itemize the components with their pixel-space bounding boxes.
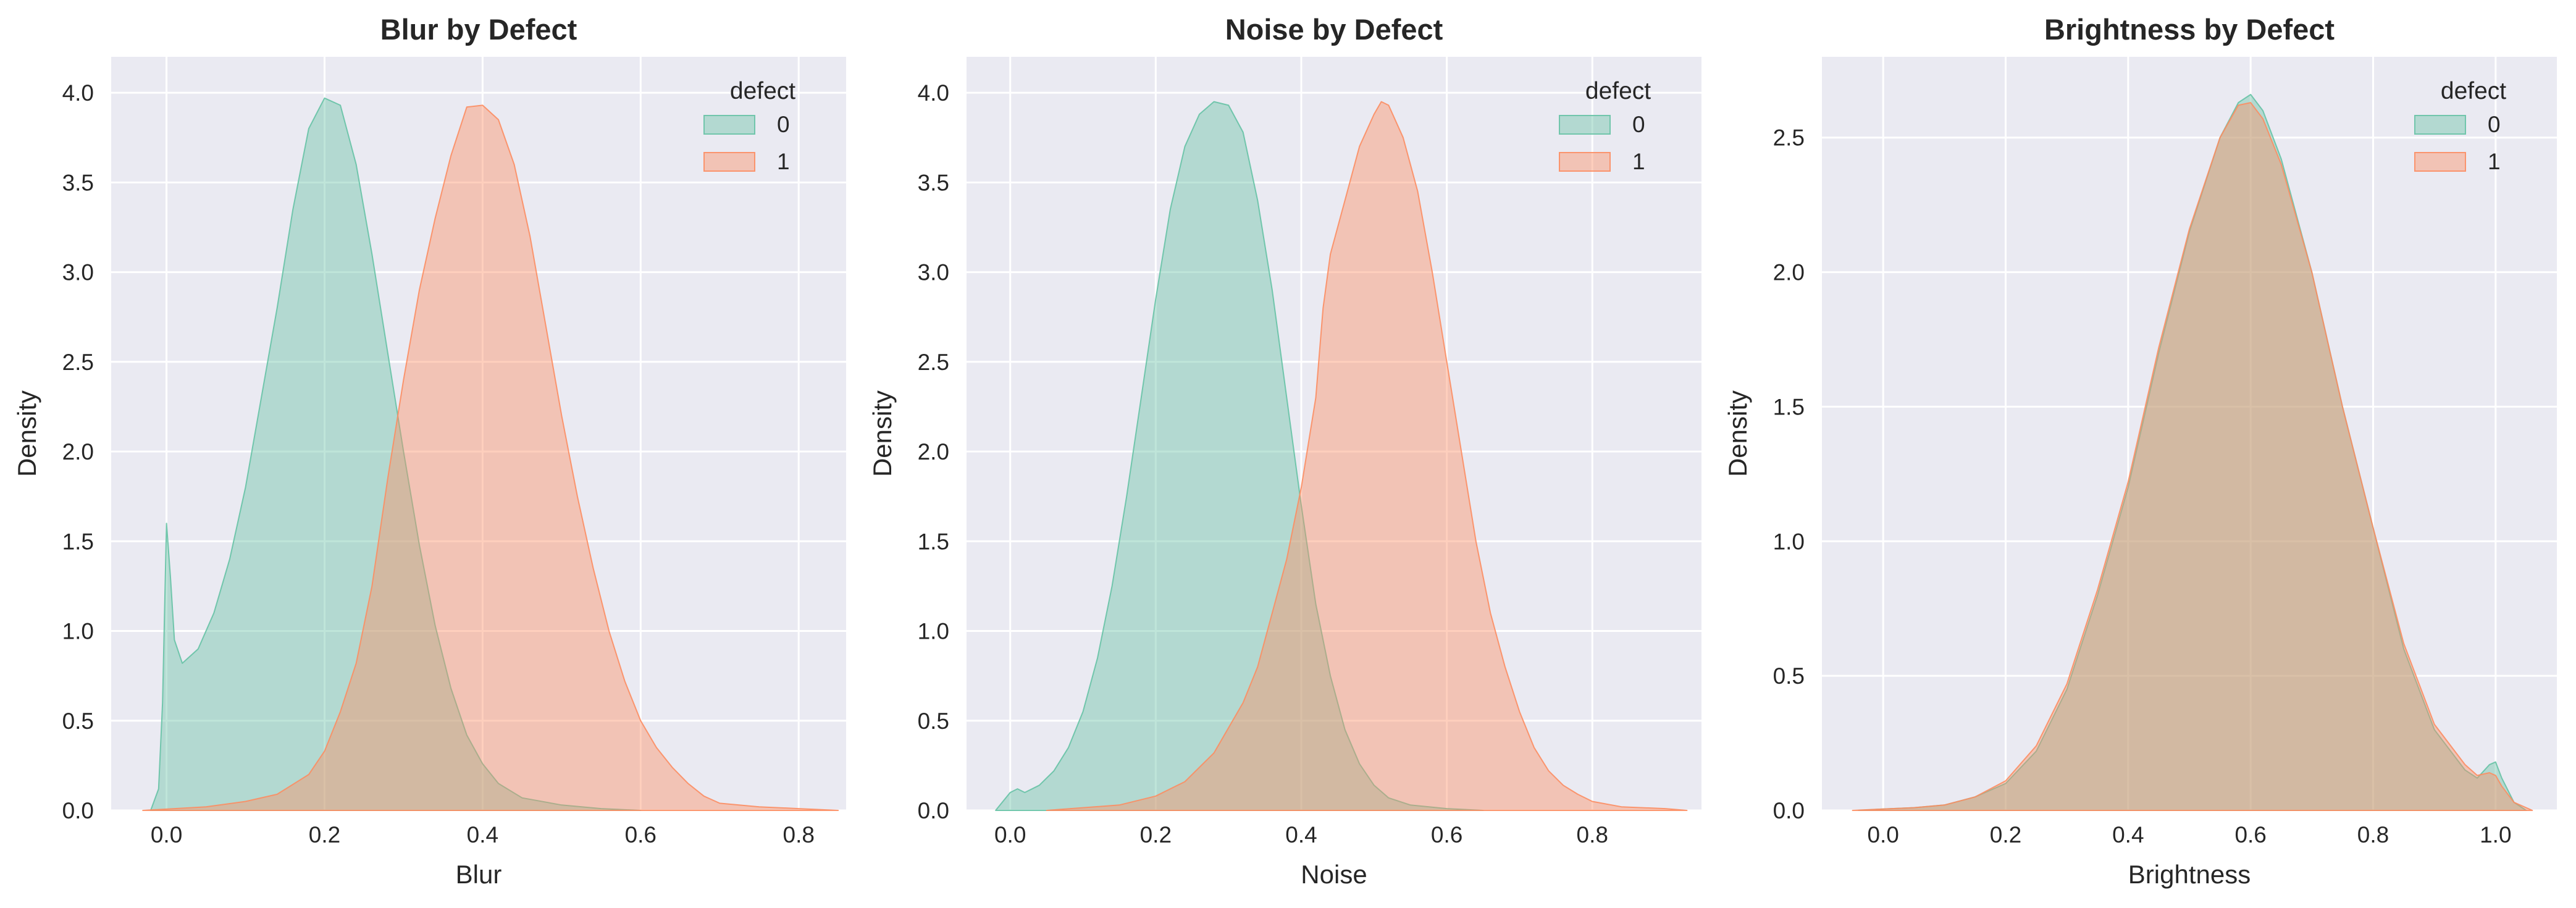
legend-title: defect xyxy=(730,78,795,104)
chart-title: Noise by Defect xyxy=(1225,13,1443,46)
x-tick-label: 0.0 xyxy=(994,822,1026,847)
legend-label: 1 xyxy=(777,149,790,174)
x-tick-label: 0.6 xyxy=(625,822,657,847)
x-tick-label: 0.4 xyxy=(2112,822,2144,847)
chart-title: Blur by Defect xyxy=(380,13,577,46)
y-tick-label: 1.0 xyxy=(62,619,94,644)
x-axis-label: Brightness xyxy=(2128,860,2251,889)
legend-swatch-defect-0 xyxy=(2414,115,2466,135)
legend: defect 0 1 xyxy=(703,78,795,174)
legend-label: 0 xyxy=(777,112,790,137)
y-tick-label: 3.0 xyxy=(62,260,94,285)
density-area-defect-0 xyxy=(995,101,1484,811)
x-tick-label: 0.8 xyxy=(2357,822,2389,847)
legend-label: 1 xyxy=(1632,149,1645,174)
legend-title: defect xyxy=(2441,78,2506,104)
x-axis-label: Noise xyxy=(1301,860,1367,889)
x-tick-label: 0.6 xyxy=(1431,822,1462,847)
y-tick-label: 0.5 xyxy=(62,708,94,734)
panel-2: 0.0 0.2 0.4 0.6 0.8 0.0 0.5 1.0 1.5 2.0 2.5 3.0 3.5 4… xyxy=(868,13,1701,889)
y-tick-label: 2.5 xyxy=(1773,125,1805,151)
legend-title: defect xyxy=(1585,78,1651,104)
y-tick-label: 3.5 xyxy=(62,170,94,195)
x-tick-label: 0.4 xyxy=(1285,822,1317,847)
panel-3: 0.0 0.2 0.4 0.6 0.8 1.0 0.0 0.5 1.0 1.5 2.0 2.5 Brig… xyxy=(1723,13,2557,889)
x-tick-label: 0.4 xyxy=(467,822,498,847)
x-tick-label: 0.2 xyxy=(1990,822,2021,847)
y-tick-label: 1.0 xyxy=(1773,529,1805,554)
density-area-defect-1 xyxy=(1852,102,2533,811)
x-tick-label: 0.8 xyxy=(1577,822,1608,847)
x-tick-label: 0.0 xyxy=(151,822,182,847)
plot-area xyxy=(1822,57,2557,810)
legend: defect 0 1 xyxy=(1559,78,1651,174)
x-tick-label: 0.2 xyxy=(309,822,340,847)
x-tick-label: 0.6 xyxy=(2234,822,2266,847)
x-axis-label: Blur xyxy=(456,860,502,889)
y-tick-label: 1.0 xyxy=(918,619,949,644)
density-area-defect-1 xyxy=(1046,101,1688,811)
y-tick-label: 4.0 xyxy=(918,80,949,106)
y-tick-label: 0.0 xyxy=(62,798,94,823)
y-axis-label: Density xyxy=(868,390,897,477)
y-tick-label: 1.5 xyxy=(918,529,949,554)
x-tick-label: 1.0 xyxy=(2480,822,2511,847)
chart-title: Brightness by Defect xyxy=(2044,13,2335,46)
y-tick-label: 3.0 xyxy=(918,260,949,285)
legend-swatch-defect-0 xyxy=(1559,115,1611,135)
density-area-defect-0 xyxy=(150,97,642,811)
y-tick-label: 1.5 xyxy=(62,529,94,554)
x-tick-label: 0.8 xyxy=(783,822,815,847)
y-axis-label: Density xyxy=(1723,390,1752,477)
y-tick-label: 2.5 xyxy=(62,350,94,375)
y-tick-label: 0.0 xyxy=(918,798,949,823)
density-area-defect-0 xyxy=(1858,94,2527,811)
y-tick-label: 2.0 xyxy=(918,439,949,465)
legend: defect 0 1 xyxy=(2414,78,2506,174)
y-tick-label: 2.5 xyxy=(918,350,949,375)
density-area-defect-1 xyxy=(142,104,839,811)
y-tick-label: 1.5 xyxy=(1773,394,1805,419)
legend-swatch-defect-1 xyxy=(703,152,755,172)
y-tick-label: 2.0 xyxy=(1773,260,1805,285)
legend-label: 0 xyxy=(1632,112,1645,137)
panel-1: 0.0 0.2 0.4 0.6 0.8 0.0 0.5 1.0 1.5 2.0 2.5 3.0 3.5 4… xyxy=(12,13,846,889)
x-tick-label: 0.0 xyxy=(1867,822,1898,847)
y-tick-label: 3.5 xyxy=(918,170,949,195)
y-tick-label: 2.0 xyxy=(62,439,94,465)
legend-label: 0 xyxy=(2488,112,2501,137)
y-tick-label: 0.5 xyxy=(918,708,949,734)
legend-swatch-defect-0 xyxy=(703,115,755,135)
y-axis-label: Density xyxy=(12,390,41,477)
legend-swatch-defect-1 xyxy=(1559,152,1611,172)
y-tick-label: 0.0 xyxy=(1773,798,1805,823)
x-tick-label: 0.2 xyxy=(1140,822,1172,847)
legend-label: 1 xyxy=(2488,149,2501,174)
y-tick-label: 4.0 xyxy=(62,80,94,106)
y-tick-label: 0.5 xyxy=(1773,663,1805,689)
legend-swatch-defect-1 xyxy=(2414,152,2466,172)
